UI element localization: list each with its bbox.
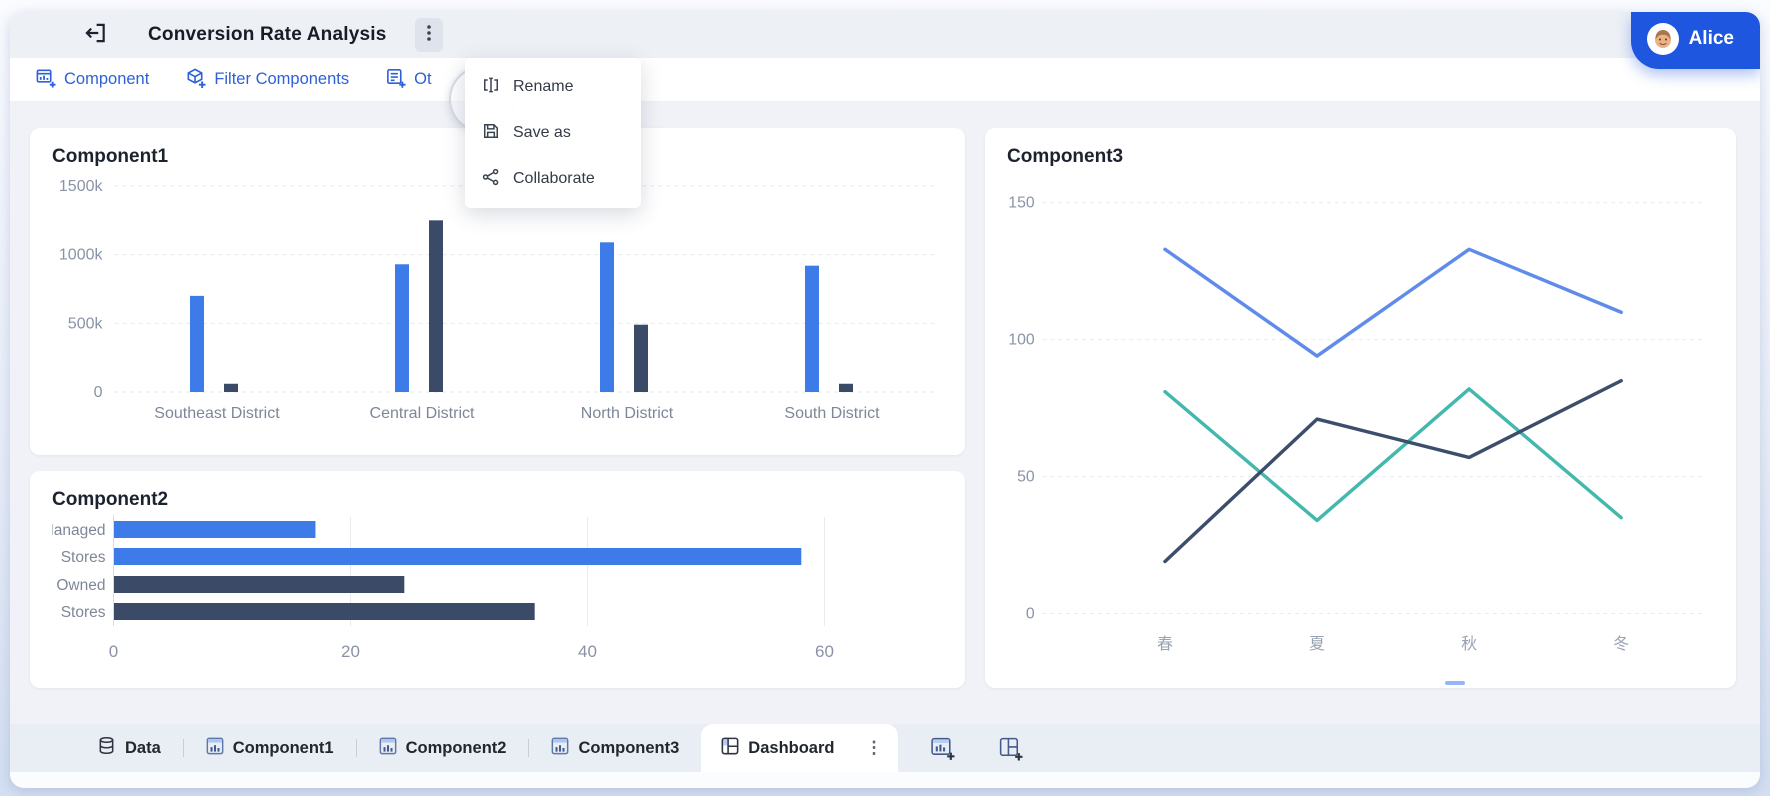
svg-text:South District: South District (784, 405, 880, 422)
exit-button[interactable] (82, 22, 108, 48)
svg-text:40: 40 (578, 642, 597, 661)
svg-text:Central District: Central District (370, 405, 475, 422)
top-bar: Conversion Rate Analysis (10, 12, 1760, 58)
svg-text:500k: 500k (68, 315, 104, 332)
toolbar-item-component[interactable]: Component (35, 67, 149, 93)
app-window: Conversion Rate Analysis (10, 12, 1760, 788)
tab-data[interactable]: Data (75, 724, 183, 772)
avatar (1646, 22, 1679, 55)
svg-text:Owned: Owned (56, 577, 105, 594)
chart-icon (379, 737, 397, 760)
exit-icon (82, 20, 108, 51)
tab-label: Component1 (232, 738, 334, 757)
tab-component3[interactable]: Component3 (529, 724, 701, 772)
dashboard-icon (721, 737, 739, 760)
toolbar: Component Filter Components (10, 58, 1760, 102)
component1-card[interactable]: Component1 0 500k 1000k 1500k Southeast Dist… (30, 128, 965, 455)
toolbar-item-label: Ot (414, 70, 432, 88)
toolbar-item-other[interactable]: Ot (385, 67, 432, 93)
tab-component2[interactable]: Component2 (357, 724, 529, 772)
sheet-tab-bar: Data Component1 (10, 724, 1760, 772)
user-badge[interactable]: Alice (1630, 12, 1760, 69)
left-column: Component1 0 500k 1000k 1500k Southeast Dist… (30, 128, 965, 688)
svg-text:春: 春 (1157, 635, 1173, 653)
tab-label: Data (125, 738, 161, 757)
context-menu: Rename Save as Collaborate (465, 58, 641, 208)
toolbar-item-label: Filter Components (214, 70, 350, 88)
component3-card[interactable]: Component3 0 50 100 150 春 夏 秋 冬 (985, 128, 1736, 688)
kebab-icon (420, 23, 438, 48)
svg-text:0: 0 (94, 384, 103, 401)
chart-icon (206, 737, 224, 760)
svg-text:冬: 冬 (1613, 635, 1629, 653)
svg-text:夏: 夏 (1309, 636, 1325, 653)
toolbar-item-label: Component (64, 70, 150, 88)
dashboard-canvas: Component1 0 500k 1000k 1500k Southeast Dist… (10, 102, 1760, 724)
tab-separator (182, 739, 184, 757)
svg-text:1000k: 1000k (59, 247, 104, 264)
component1-bar-chart: 0 500k 1000k 1500k Southeast District Central… (59, 178, 935, 422)
svg-text:50: 50 (1017, 469, 1035, 486)
right-column: Component3 0 50 100 150 春 夏 秋 冬 (985, 128, 1736, 688)
document-title: Conversion Rate Analysis (148, 24, 387, 45)
tab-add-group (928, 734, 1024, 762)
tab-separator (355, 739, 357, 757)
component2-card[interactable]: Component2 0 20 40 60 Managed Stores Owned Stor… (30, 471, 965, 688)
more-options-button[interactable] (414, 18, 443, 52)
menu-item-label: Save as (513, 124, 571, 141)
tab-component1[interactable]: Component1 (184, 724, 356, 772)
tab-label: Dashboard (748, 738, 835, 757)
svg-text:Stores: Stores (61, 549, 106, 566)
svg-text:100: 100 (1008, 332, 1035, 349)
svg-text:150: 150 (1008, 195, 1035, 212)
component1-title: Component1 (52, 146, 169, 167)
svg-text:North District: North District (581, 405, 674, 422)
add-component-tab-button[interactable] (928, 734, 956, 762)
add-other-icon (385, 67, 406, 93)
component2-title: Component2 (52, 489, 169, 510)
menu-item-label: Rename (513, 78, 574, 95)
svg-text:0: 0 (1026, 605, 1035, 622)
filter-components-icon (185, 67, 206, 93)
add-dashboard-tab-button[interactable] (996, 734, 1024, 762)
svg-text:Managed: Managed (52, 522, 106, 539)
svg-text:Southeast District: Southeast District (154, 405, 280, 422)
add-component-icon (35, 67, 56, 93)
tab-label: Component2 (405, 738, 507, 757)
database-icon (97, 736, 116, 760)
scroll-indicator[interactable] (1445, 681, 1465, 685)
tab-dashboard[interactable]: Dashboard ⋮ (701, 724, 899, 772)
svg-text:20: 20 (341, 642, 360, 661)
svg-text:60: 60 (815, 642, 834, 661)
tab-kebab-icon[interactable]: ⋮ (865, 738, 883, 757)
collaborate-icon (481, 167, 501, 192)
tab-separator (528, 739, 530, 757)
svg-text:1500k: 1500k (59, 178, 104, 195)
menu-item-collaborate[interactable]: Collaborate (465, 156, 641, 202)
component3-line-chart: 0 50 100 150 春 夏 秋 冬 (1008, 195, 1707, 653)
svg-text:Stores: Stores (61, 604, 106, 621)
toolbar-item-filter-components[interactable]: Filter Components (185, 67, 349, 93)
save-as-icon (481, 121, 501, 146)
chart-icon (551, 737, 569, 760)
menu-item-rename[interactable]: Rename (465, 64, 641, 110)
user-name: Alice (1688, 27, 1734, 49)
menu-item-label: Collaborate (513, 170, 595, 187)
svg-text:秋: 秋 (1461, 635, 1477, 653)
window-bottom-strip (10, 772, 1760, 788)
tab-label: Component3 (578, 738, 680, 757)
rename-icon (481, 75, 501, 100)
menu-item-save-as[interactable]: Save as (465, 110, 641, 156)
component3-title: Component3 (1007, 146, 1124, 167)
svg-text:0: 0 (109, 642, 118, 661)
component2-hbar-chart: 0 20 40 60 Managed Stores Owned Stores (41, 515, 834, 661)
